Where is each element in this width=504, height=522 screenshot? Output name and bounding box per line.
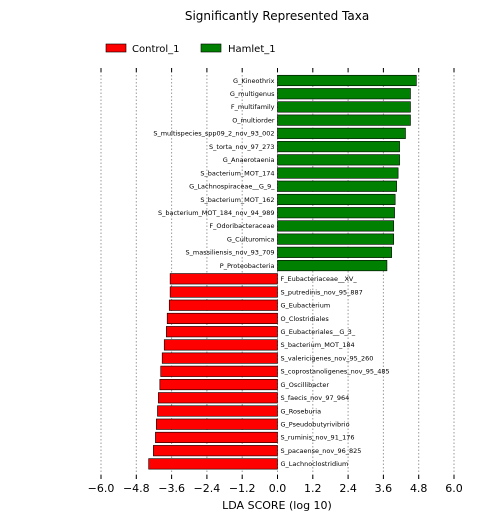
x-tick-label: 2.4 [339,482,357,495]
bar [277,127,406,139]
bar-label: G_Eubacterium [281,302,331,310]
bar [157,405,278,417]
bar [277,114,411,126]
bar-label: S_putredinis_nov_95_887 [281,288,363,296]
bar [169,273,278,285]
bars [148,74,417,470]
bar-label: G_Pseudobutyrivibrio [281,421,350,429]
bar [163,339,278,351]
bar-label: G_multigenus [230,90,275,98]
bar-label: P_Proteobacteria [220,262,275,270]
x-axis-label: LDA SCORE (log 10) [222,499,332,512]
x-tick-label: −4.8 [123,482,150,495]
x-tick-label: 1.2 [304,482,322,495]
bar [277,154,400,166]
x-tick-label: −2.4 [194,482,221,495]
x-tick-label: −3.6 [158,482,185,495]
bar [277,246,392,258]
tick-marks [100,68,455,479]
bar-label: G_Lachnospiraceae__G_9_ [189,183,275,191]
legend-label-hamlet: Hamlet_1 [228,44,276,55]
bar-label: S_bacterium_MOT_174 [200,169,274,177]
bar [277,101,411,113]
bar [156,418,278,430]
bar [277,141,400,153]
bar [169,286,278,298]
bar-label: G_Roseburia [281,407,322,415]
legend-swatch-hamlet [200,43,222,53]
bar-label: S_torta_nov_97_273 [209,143,274,151]
bar-label: F_Eubacteriaceae__XV_ [281,275,358,283]
legend: Control_1 Hamlet_1 [105,43,276,55]
bar-label: O_multiorder [232,116,275,124]
bar-label: S_pacaense_nov_96_825 [281,447,362,455]
bar [277,193,396,206]
x-tick-label: 6.0 [445,482,463,495]
bar [166,326,278,338]
bar-label: S_bacterium_MOT_184_nov_94_989 [158,209,275,217]
x-tick-label: 0.0 [269,482,287,495]
legend-swatch-control [105,43,127,53]
bar [148,458,278,470]
bar-label: F_multifamily [231,103,275,111]
bar [277,88,411,100]
x-tick-labels: −6.0 −4.8 −3.6 −2.4 −1.2 0.0 1.2 2.4 3.6 4.8 6.0 [88,482,463,495]
bar [166,312,278,325]
bar-label: G_Eubacteriales__G_3_ [281,328,356,336]
bar [161,352,278,364]
bar-label: S_bacterium_MOT_162 [200,196,274,204]
bar-label: S_coprostanoligenes_nov_95_485 [281,368,390,376]
bar [153,445,278,457]
bar-label: S_faecis_nov_97_964 [281,394,350,402]
bar-label: G_Kineothrix [233,77,275,85]
bar-label: S_valericigenes_nov_95_260 [281,354,374,362]
bar [158,392,278,404]
bar [159,379,278,391]
bar [155,431,278,443]
x-tick-label: 3.6 [375,482,393,495]
bar [277,233,394,245]
bar-label: G_Anaerotaenia [223,156,275,164]
x-tick-label: 4.8 [410,482,428,495]
x-tick-label: −1.2 [229,482,256,495]
bar [277,74,417,87]
bar [277,180,397,192]
chart-title: Significantly Represented Taxa [185,9,369,23]
bar [277,167,399,179]
bar-labels: G_Kineothrix G_multigenus F_multifamily O_m… [153,77,389,468]
bar-label: G_Culturomica [227,235,275,243]
bar [160,365,278,377]
bar-label: O_Clostridiales [281,315,330,323]
bar-label: F_Odoribacteraceae [209,222,274,230]
bar [277,207,395,219]
bar-label: G_Oscillibacter [281,381,330,389]
bar-label: S_massiliensis_nov_93_709 [186,249,275,257]
bar [277,220,394,232]
bar [168,299,278,311]
bar-label: S_bacterium_MOT_184 [281,341,355,349]
bar [277,260,388,272]
bar-label: S_multispecies_spp09_2_nov_93_002 [153,130,274,138]
legend-label-control: Control_1 [132,44,180,55]
x-tick-label: −6.0 [88,482,115,495]
bar-label: S_ruminis_nov_91_176 [281,434,355,442]
bar-label: G_Lachnoclostridium [281,460,349,468]
